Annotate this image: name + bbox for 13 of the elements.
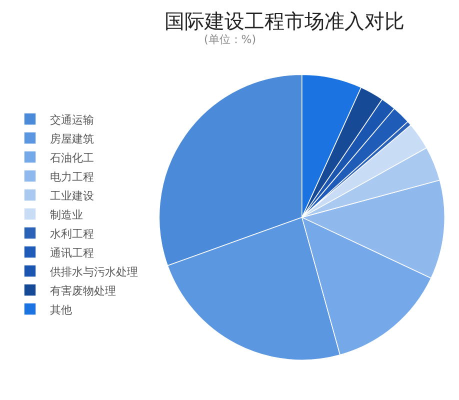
legend-label: 制造业 — [50, 208, 83, 222]
legend-label: 其他 — [50, 303, 72, 316]
legend-label: 供排水与污水处理 — [50, 265, 138, 278]
legend-label: 交通运输 — [50, 113, 94, 126]
legend-label: 水利工程 — [50, 227, 94, 240]
legend-label: 工业建设 — [50, 189, 94, 202]
legend-label: 石油化工 — [50, 151, 94, 164]
chart-subtitle: (单位：%) — [204, 33, 256, 46]
chart-title: 国际建设工程市场准入对比 — [164, 9, 405, 33]
legend-label: 电力工程 — [50, 170, 94, 184]
legend-label: 有害废物处理 — [50, 284, 116, 298]
legend-label: 房屋建筑 — [50, 132, 94, 146]
legend-label: 通讯工程 — [50, 246, 94, 260]
